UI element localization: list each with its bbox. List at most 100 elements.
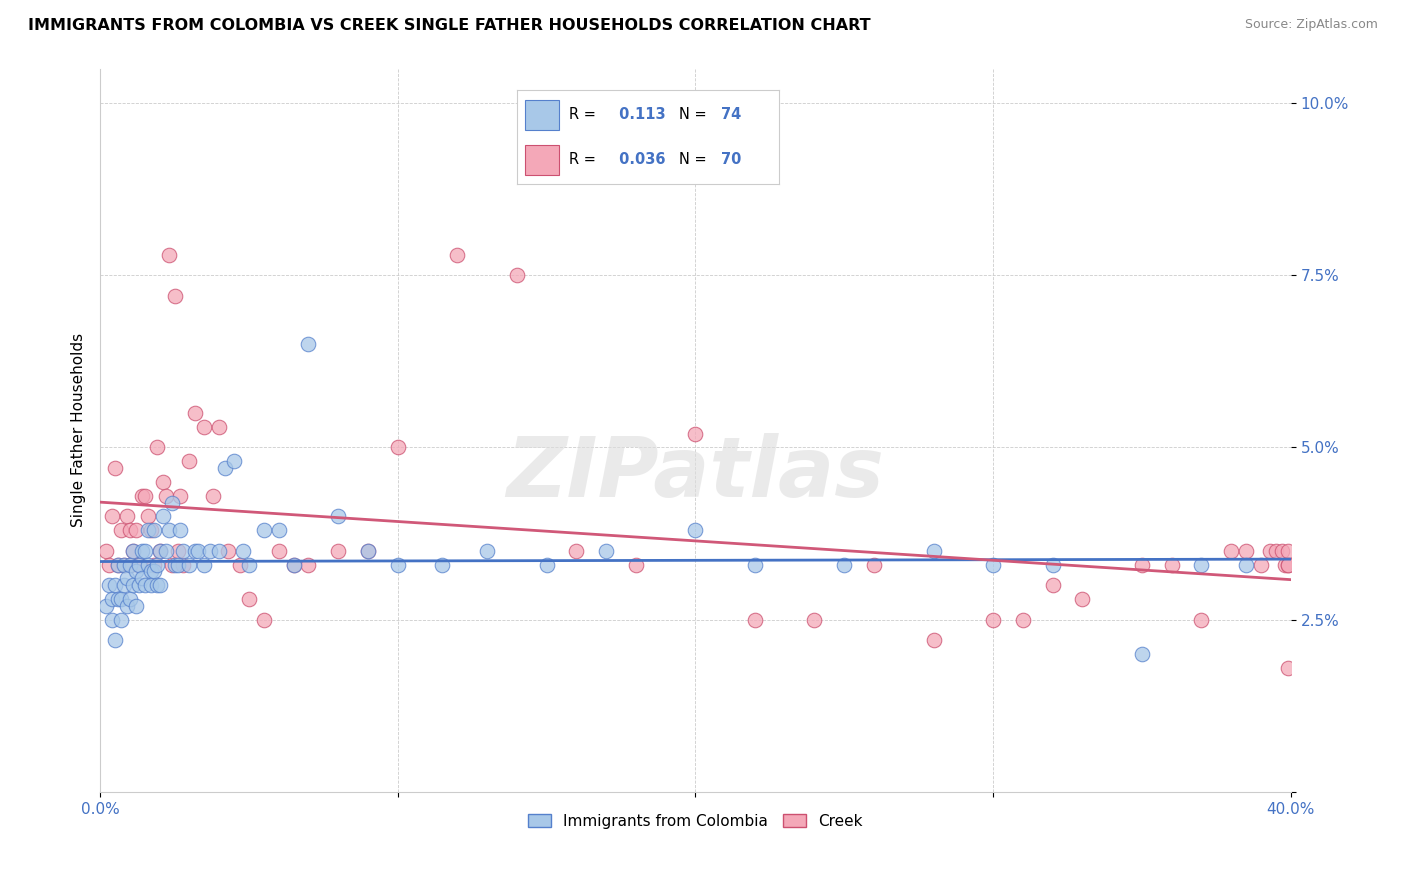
Point [1277,558,1299,572]
Point [685,523,707,537]
Point [139,565,162,579]
Point [238,592,260,607]
Point [1220,544,1243,558]
Point [136,509,159,524]
Point [863,558,886,572]
Point [1191,558,1213,572]
Point [446,247,468,261]
Point [142,523,165,537]
Point [122,544,145,558]
Point [94,544,117,558]
Point [107,558,129,572]
Point [565,544,588,558]
Point [1264,544,1286,558]
Point [922,544,945,558]
Point [112,558,135,572]
Point [744,558,766,572]
Point [1277,558,1299,572]
Point [139,523,162,537]
Point [131,489,153,503]
Point [142,565,165,579]
Point [131,571,153,585]
Point [803,613,825,627]
Point [1191,613,1213,627]
Point [142,558,165,572]
Point [136,558,159,572]
Point [101,509,124,524]
Point [169,523,191,537]
Point [475,544,498,558]
Point [187,544,209,558]
Point [128,558,150,572]
Point [283,558,305,572]
Point [981,558,1004,572]
Point [110,592,132,607]
Point [131,544,153,558]
Point [157,247,180,261]
Point [155,489,177,503]
Point [357,544,380,558]
Point [1250,558,1272,572]
Point [253,613,276,627]
Point [432,558,454,572]
Text: Source: ZipAtlas.com: Source: ZipAtlas.com [1244,18,1378,31]
Point [1130,558,1153,572]
Point [134,489,156,503]
Point [253,523,276,537]
Point [222,454,245,468]
Point [1130,647,1153,661]
Point [101,613,124,627]
Point [193,419,215,434]
Point [179,454,201,468]
Point [283,558,305,572]
Point [169,489,191,503]
Point [387,558,409,572]
Point [160,558,183,572]
Text: IMMIGRANTS FROM COLOMBIA VS CREEK SINGLE FATHER HOUSEHOLDS CORRELATION CHART: IMMIGRANTS FROM COLOMBIA VS CREEK SINGLE… [28,18,870,33]
Point [160,495,183,509]
Point [179,558,201,572]
Point [202,489,225,503]
Point [297,337,319,351]
Y-axis label: Single Father Households: Single Father Households [72,334,86,527]
Point [297,558,319,572]
Point [1160,558,1182,572]
Point [118,523,141,537]
Point [152,475,174,489]
Point [1071,592,1094,607]
Point [163,289,186,303]
Point [217,544,239,558]
Point [1234,558,1257,572]
Point [506,268,529,283]
Point [115,599,138,613]
Point [110,613,132,627]
Point [115,509,138,524]
Point [232,544,254,558]
Point [1277,544,1299,558]
Point [139,578,162,592]
Point [104,578,127,592]
Point [136,523,159,537]
Point [112,578,135,592]
Point [166,558,188,572]
Point [122,578,145,592]
Point [214,461,236,475]
Point [1042,558,1064,572]
Point [267,523,290,537]
Point [1042,578,1064,592]
Point [128,558,150,572]
Point [104,633,127,648]
Point [357,544,380,558]
Point [112,558,135,572]
Point [1271,544,1294,558]
Point [98,578,121,592]
Point [832,558,855,572]
Point [744,613,766,627]
Point [149,544,172,558]
Point [149,544,172,558]
Point [208,419,231,434]
Point [98,558,121,572]
Point [107,558,129,572]
Point [1274,558,1296,572]
Point [118,592,141,607]
